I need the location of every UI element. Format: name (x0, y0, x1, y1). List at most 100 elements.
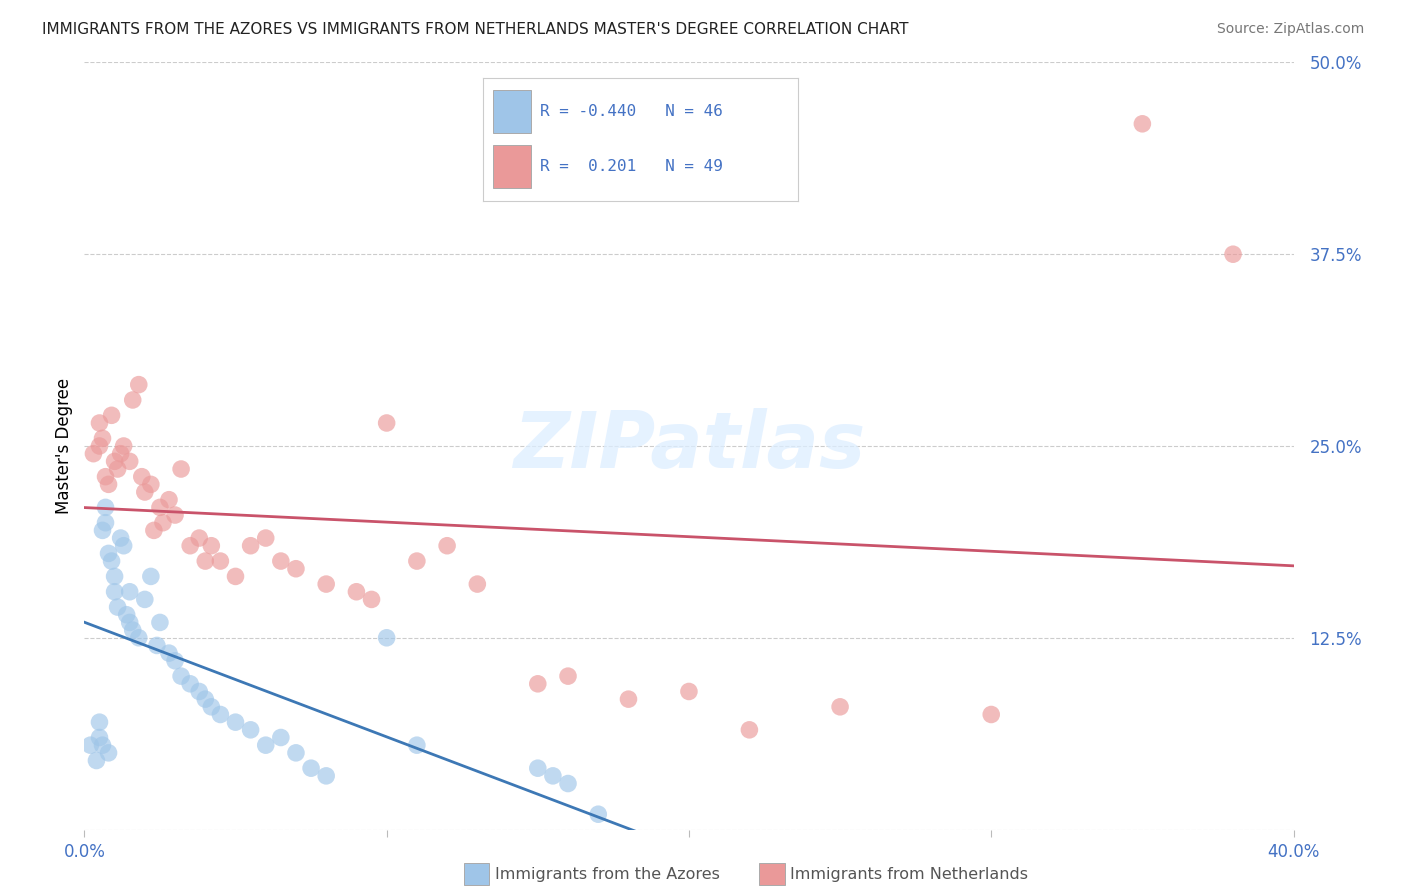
Point (152, 516, 174, 530)
Point (299, 761, 322, 775)
Point (94, 516, 117, 530)
Point (121, 623, 143, 637)
Point (89, 439, 111, 453)
Point (200, 539, 222, 553)
Point (254, 738, 277, 752)
Point (134, 592, 156, 607)
Point (285, 562, 308, 576)
Point (830, 699, 852, 714)
Point (100, 554, 122, 568)
Point (375, 416, 398, 430)
Point (360, 592, 382, 607)
Point (97, 746, 120, 760)
Point (617, 692, 640, 706)
Point (225, 569, 247, 583)
Point (86, 754, 108, 768)
Point (110, 531, 132, 545)
Point (179, 539, 201, 553)
Point (79, 738, 101, 752)
Point (165, 508, 187, 522)
Point (149, 500, 172, 515)
Point (97, 546, 120, 560)
Point (200, 699, 222, 714)
Point (678, 684, 700, 698)
Point (94, 469, 117, 483)
Point (128, 631, 150, 645)
Point (980, 707, 1002, 722)
Point (146, 639, 169, 653)
Point (557, 776, 579, 790)
Point (104, 569, 127, 583)
Point (179, 677, 201, 691)
Point (270, 554, 292, 568)
Point (527, 677, 550, 691)
Point (157, 492, 180, 507)
Point (209, 707, 232, 722)
Point (82, 447, 104, 461)
Point (139, 569, 162, 583)
Point (1130, 117, 1153, 131)
Point (170, 669, 193, 683)
Point (239, 723, 262, 737)
Point (254, 531, 277, 545)
Point (738, 723, 761, 737)
Point (467, 577, 489, 591)
Point (112, 539, 135, 553)
Point (142, 524, 165, 538)
Point (89, 416, 111, 430)
Point (112, 439, 135, 453)
Point (557, 669, 579, 683)
Point (239, 539, 262, 553)
Point (406, 554, 429, 568)
Text: Immigrants from the Azores: Immigrants from the Azores (495, 867, 720, 881)
Point (128, 377, 150, 392)
Point (541, 769, 564, 783)
Point (588, 807, 610, 822)
Point (406, 738, 429, 752)
Point (107, 462, 129, 476)
Point (89, 731, 111, 745)
Point (194, 692, 217, 706)
Point (104, 454, 127, 468)
Point (527, 761, 550, 775)
Text: Immigrants from Netherlands: Immigrants from Netherlands (790, 867, 1028, 881)
Point (188, 684, 211, 698)
Text: Source: ZipAtlas.com: Source: ZipAtlas.com (1216, 22, 1364, 37)
Point (107, 600, 129, 615)
Point (104, 584, 127, 599)
Point (91, 738, 114, 752)
Point (134, 485, 156, 500)
Point (375, 631, 398, 645)
Text: IMMIGRANTS FROM THE AZORES VS IMMIGRANTS FROM NETHERLANDS MASTER'S DEGREE CORREL: IMMIGRANTS FROM THE AZORES VS IMMIGRANTS… (42, 22, 908, 37)
Point (1222, 247, 1244, 261)
Y-axis label: Master's Degree: Master's Degree (55, 378, 73, 514)
Point (346, 584, 368, 599)
Point (118, 584, 141, 599)
Point (94, 500, 117, 515)
Point (91, 431, 114, 445)
Point (91, 524, 114, 538)
Point (315, 577, 337, 591)
Point (170, 462, 193, 476)
Point (115, 607, 138, 622)
Point (270, 731, 292, 745)
Text: ZIPatlas: ZIPatlas (513, 408, 865, 484)
Point (139, 477, 162, 491)
Point (165, 654, 187, 668)
Point (118, 454, 141, 468)
Point (285, 746, 308, 760)
Point (209, 554, 232, 568)
Point (131, 469, 153, 483)
Point (110, 447, 132, 461)
Point (97, 477, 120, 491)
Point (118, 615, 141, 630)
Point (89, 715, 111, 730)
Point (315, 769, 337, 783)
Point (157, 646, 180, 660)
Point (436, 539, 458, 553)
Point (188, 531, 211, 545)
Point (100, 409, 122, 423)
Point (194, 554, 217, 568)
Point (121, 392, 143, 407)
Point (225, 715, 247, 730)
